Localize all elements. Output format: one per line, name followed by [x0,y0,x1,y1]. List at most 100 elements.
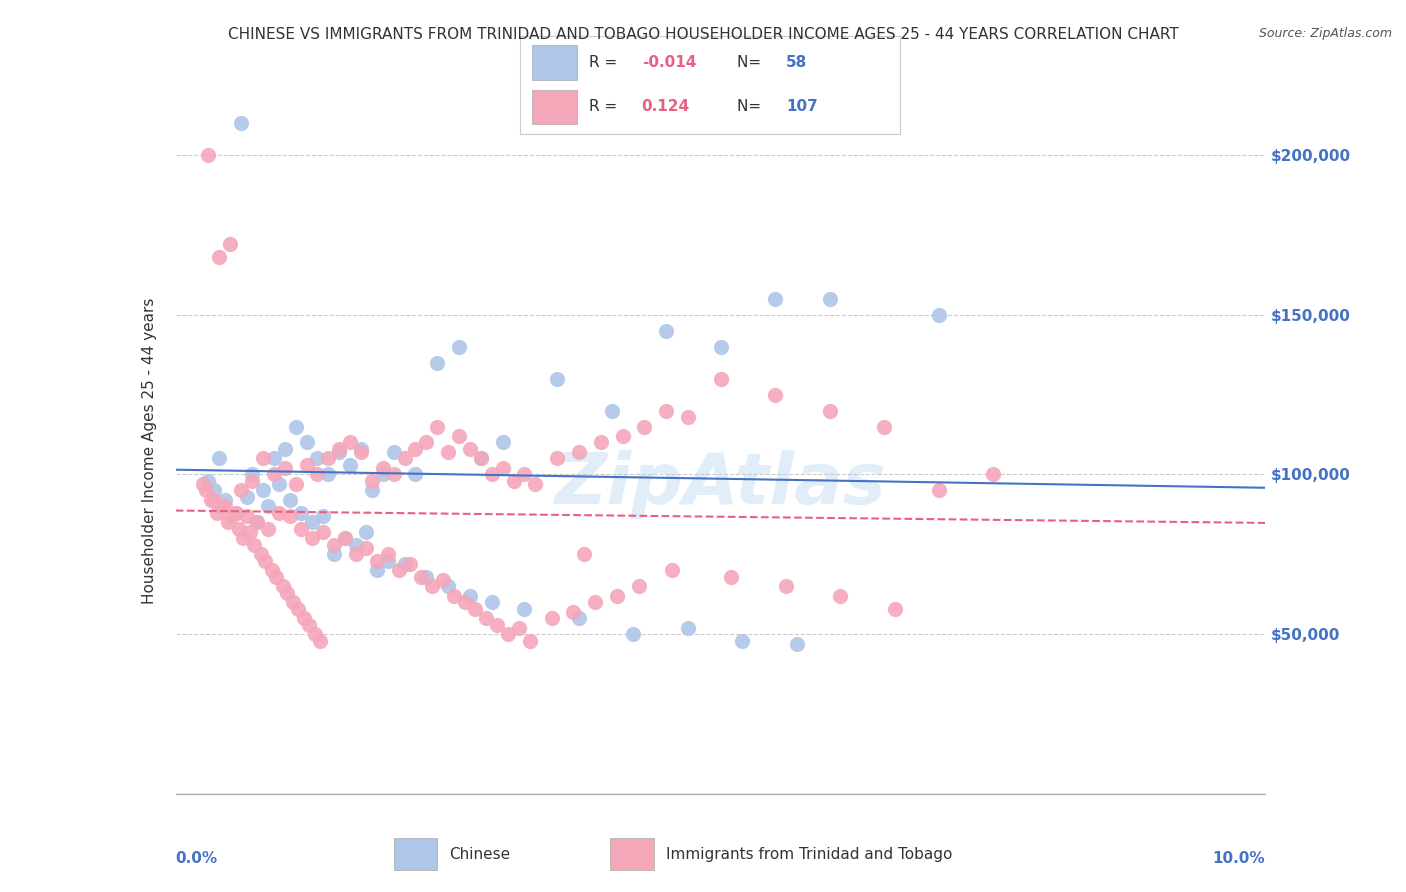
Point [475,611,498,625]
Point [344,547,367,561]
Point [274,442,297,456]
Point [254,554,277,568]
Point [269,477,291,491]
Point [388,563,411,577]
Text: Source: ZipAtlas.com: Source: ZipAtlas.com [1258,27,1392,40]
Point [211,500,233,514]
Point [205,506,228,520]
Point [546,451,568,466]
Point [710,371,733,385]
Text: 107: 107 [786,99,818,114]
Point [356,541,378,555]
Point [290,506,312,520]
Point [235,490,257,504]
Point [361,483,384,498]
Point [217,516,239,530]
Point [513,467,536,482]
Point [492,461,515,475]
Point [219,237,242,252]
Point [292,611,315,625]
Point [377,547,399,561]
Point [221,508,243,523]
Text: R =: R = [589,99,621,114]
Point [481,595,503,609]
Text: N=: N= [737,54,766,70]
Point [453,595,475,609]
Point [264,569,287,583]
Point [513,601,536,615]
Point [307,467,329,482]
Point [606,589,628,603]
Point [225,506,247,520]
Point [318,467,340,482]
Point [470,451,492,466]
Point [546,371,568,385]
Point [290,522,312,536]
Point [928,483,950,498]
Point [884,601,907,615]
Point [197,474,219,488]
Point [426,356,449,370]
Point [415,435,437,450]
Point [301,516,323,530]
Point [382,467,405,482]
Point [208,250,231,264]
Point [405,467,427,482]
Point [981,467,1004,482]
Point [540,611,562,625]
Point [873,419,896,434]
Point [350,442,373,456]
Point [394,451,416,466]
Point [202,483,225,498]
Point [661,563,683,577]
Point [287,601,309,615]
Point [249,547,271,561]
Point [655,324,678,338]
Point [228,522,250,536]
Point [231,483,253,498]
Point [246,516,269,530]
Point [818,292,841,306]
Point [284,477,307,491]
Point [197,148,219,162]
Text: R =: R = [589,54,621,70]
Point [568,445,591,459]
Point [246,516,269,530]
Point [519,633,541,648]
Point [283,595,305,609]
Point [676,621,699,635]
Point [394,557,416,571]
Point [830,589,852,603]
Point [240,467,263,482]
Point [257,500,280,514]
Point [443,589,465,603]
Point [486,617,509,632]
Point [322,547,344,561]
Point [339,458,361,472]
Point [589,435,612,450]
Point [415,569,437,583]
Point [655,403,678,417]
Point [318,451,340,466]
Point [333,531,356,545]
Point [458,442,481,456]
Point [502,474,524,488]
Point [312,508,335,523]
Text: ZipAtlas: ZipAtlas [555,450,886,519]
Point [420,579,443,593]
Point [405,442,427,456]
Point [786,637,808,651]
Text: Chinese: Chinese [450,847,510,862]
Point [200,493,222,508]
Text: 0.0%: 0.0% [176,851,218,866]
Point [508,621,530,635]
FancyBboxPatch shape [531,90,578,124]
Point [328,445,350,459]
Point [243,538,266,552]
Text: CHINESE VS IMMIGRANTS FROM TRINIDAD AND TOBAGO HOUSEHOLDER INCOME AGES 25 - 44 Y: CHINESE VS IMMIGRANTS FROM TRINIDAD AND … [228,27,1178,42]
Text: N=: N= [737,99,766,114]
Point [600,403,623,417]
Point [344,538,367,552]
Point [377,554,399,568]
Text: -0.014: -0.014 [641,54,696,70]
